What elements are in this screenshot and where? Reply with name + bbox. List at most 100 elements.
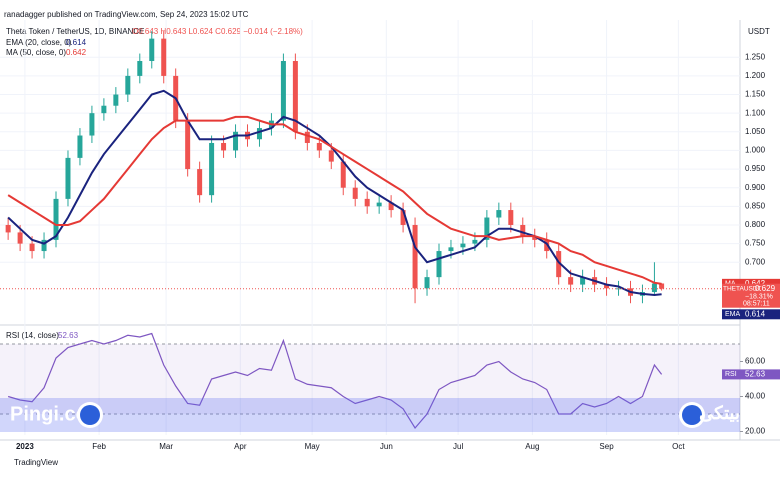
symbol-tag [722, 283, 780, 308]
candle-body [556, 251, 562, 278]
legend-ma: MA (50, close, 0) [6, 48, 66, 57]
y-tick-label: 0.750 [745, 239, 766, 248]
candle-body [17, 232, 23, 244]
rsi-tag-name: RSI [725, 371, 737, 378]
x-tick-label: Oct [672, 442, 685, 451]
candle-body [472, 239, 478, 244]
candle-body [113, 94, 119, 106]
publisher: ranadagger published on TradingView.com,… [4, 10, 249, 19]
watermark-band [0, 398, 740, 432]
symbol-name: THETAUSDT [723, 285, 762, 292]
y-tick-label: 1.200 [745, 71, 766, 80]
candle-body [328, 150, 334, 162]
rsi-tag-value: 52.63 [745, 370, 766, 379]
candle-body [388, 202, 394, 211]
rsi-legend: RSI (14, close) [6, 331, 59, 340]
candle-body [89, 113, 95, 136]
currency: USDT [748, 27, 770, 36]
overlay-line [7, 115, 662, 285]
candle-body [659, 283, 665, 289]
candle-body [316, 142, 322, 151]
candle-body [532, 236, 538, 240]
y-tick-label: 0.700 [745, 257, 766, 266]
rsi-tick-label: 40.00 [745, 392, 766, 401]
y-tick-label: 1.100 [745, 108, 766, 117]
candle-body [101, 105, 107, 114]
x-tick-label: Jun [380, 442, 393, 451]
y-tick-label: 1.050 [745, 127, 766, 136]
candle-body [604, 284, 610, 289]
ma-tag-value: 0.642 [745, 279, 766, 288]
ema-tag-name: EMA [725, 311, 741, 318]
candle-body [651, 283, 657, 293]
candle-body [221, 142, 227, 151]
watermark-logo-inner [80, 405, 100, 425]
candle-body [340, 161, 346, 188]
candle-body [400, 210, 406, 225]
candle-body [508, 210, 514, 225]
candle-body [412, 224, 418, 289]
legend-ema-value: 0.614 [66, 38, 87, 47]
candle-body [5, 224, 11, 233]
x-tick-label: May [305, 442, 320, 451]
candle-body [520, 224, 526, 237]
candle-body [448, 247, 454, 252]
y-tick-label: 1.250 [745, 52, 766, 61]
symbol-price: 0.629 [755, 284, 776, 293]
rsi-tick-label: 20.00 [745, 427, 766, 436]
x-tick-label: 2023 [16, 442, 34, 451]
candle-body [125, 75, 131, 95]
y-tick-label: 1.000 [745, 146, 766, 155]
legend-ema: EMA (20, close, 0) [6, 38, 72, 47]
candle-body [77, 135, 83, 158]
y-tick-label: 0.950 [745, 164, 766, 173]
legend-ma-value: 0.642 [66, 48, 87, 57]
candle-body [580, 277, 586, 285]
rsi-tick-label: 60.00 [745, 357, 766, 366]
rsi-legend-value: 52.63 [58, 331, 79, 340]
x-tick-label: Aug [525, 442, 539, 451]
candle-body [568, 277, 574, 285]
watermark-left: Pingi.co [10, 403, 88, 425]
candle-body [304, 131, 310, 143]
candle-body [197, 169, 203, 196]
candle-body [280, 60, 286, 121]
ema-tag-value: 0.614 [745, 309, 766, 318]
chart-title: Theta Token / TetherUS, 1D, BINANCE [6, 27, 144, 36]
candle-body [376, 202, 382, 207]
ema-tag [722, 309, 780, 320]
candle-body [209, 142, 215, 196]
rsi-line [7, 332, 663, 430]
x-tick-label: Apr [234, 442, 247, 451]
x-tick-label: Jul [453, 442, 463, 451]
x-tick-label: Mar [159, 442, 173, 451]
y-tick-label: 1.150 [745, 90, 766, 99]
symbol-countdown: 08:57:11 [743, 301, 770, 308]
candle-body [185, 120, 191, 170]
candle-body [436, 251, 442, 278]
candle-body [544, 239, 550, 252]
candle-body [292, 60, 298, 132]
candle-body [53, 198, 59, 240]
candle-body [161, 38, 167, 76]
candle-body [352, 187, 358, 199]
candle-body [364, 198, 370, 207]
rsi-tag [722, 369, 780, 380]
candle-body [256, 128, 262, 140]
candle-body [41, 239, 47, 252]
rsi-band [0, 344, 740, 414]
y-tick-label: 0.900 [745, 183, 766, 192]
watermark: Pingi.co بیتکی [0, 398, 740, 432]
watermark-logo-right-inner [682, 405, 702, 425]
y-tick-label: 0.850 [745, 201, 766, 210]
candle-body [460, 243, 466, 248]
x-tick-label: Feb [92, 442, 106, 451]
candle-body [484, 217, 490, 240]
candle-body [137, 60, 143, 76]
candle-body [233, 131, 239, 151]
candle-body [29, 243, 35, 252]
candle-body [149, 38, 155, 61]
footer: TradingView [14, 458, 58, 467]
candle-body [65, 157, 71, 199]
